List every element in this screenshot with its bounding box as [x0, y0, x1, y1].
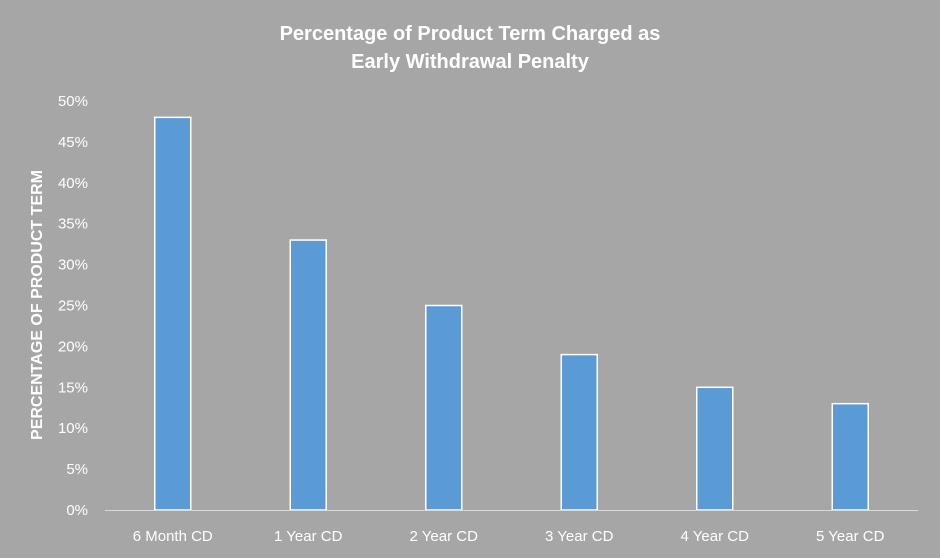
x-tick-label: 1 Year CD [274, 528, 343, 545]
bar [560, 353, 598, 511]
chart-title: Percentage of Product Term Charged as Ea… [0, 20, 940, 76]
y-tick-label: 30% [58, 257, 88, 274]
bar [289, 239, 327, 511]
y-tick-label: 20% [58, 338, 88, 355]
y-tick-label: 35% [58, 216, 88, 233]
y-tick-label: 40% [58, 175, 88, 192]
x-tick-label: 3 Year CD [545, 528, 614, 545]
x-tick-label: 5 Year CD [816, 528, 885, 545]
x-tick-label: 4 Year CD [681, 528, 750, 545]
y-tick-label: 45% [58, 134, 88, 151]
bar [425, 304, 463, 511]
bar [696, 386, 734, 511]
chart-title-line1: Percentage of Product Term Charged as [279, 23, 661, 45]
bar [831, 402, 869, 511]
y-tick-label: 5% [66, 461, 88, 478]
y-axis-label: PERCENTAGE OF PRODUCT TERM [29, 170, 46, 440]
x-tick-label: 2 Year CD [410, 528, 479, 545]
y-tick-label: 0% [66, 502, 88, 519]
y-tick-label: 50% [58, 93, 88, 110]
x-tick-label: 6 Month CD [133, 528, 213, 545]
y-tick-label: 15% [58, 379, 88, 396]
bar [154, 116, 192, 511]
y-tick-label: 10% [58, 420, 88, 437]
chart-title-line2: Early Withdrawal Penalty [351, 51, 589, 73]
y-tick-label: 25% [58, 298, 88, 315]
